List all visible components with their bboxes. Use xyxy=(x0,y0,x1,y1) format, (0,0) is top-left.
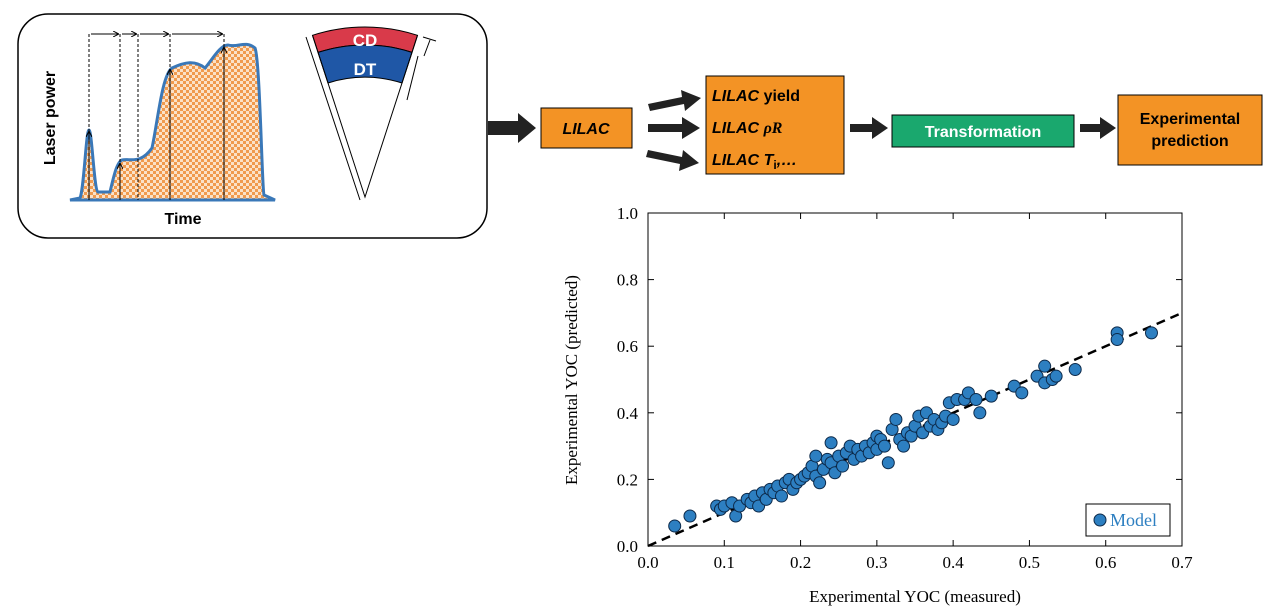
pulse-ylabel: Laser power xyxy=(42,71,59,165)
x-tick-label: 0.0 xyxy=(637,553,658,572)
model-label: LILAC xyxy=(562,121,610,138)
output-item: LILAC yield xyxy=(712,88,800,105)
wedge-dimensions xyxy=(305,36,437,201)
x-tick-label: 0.6 xyxy=(1095,553,1116,572)
point xyxy=(809,449,823,463)
y-tick-label: 0.2 xyxy=(617,470,638,489)
wedge-outline xyxy=(312,35,418,199)
point xyxy=(1144,326,1158,340)
legend-label: Model xyxy=(1110,510,1157,530)
point xyxy=(813,476,827,490)
output-model: LILAC xyxy=(712,120,760,137)
point xyxy=(824,436,838,450)
point xyxy=(889,412,903,426)
output-suffix: ,… xyxy=(776,152,797,169)
point xyxy=(1038,359,1052,373)
point xyxy=(969,392,983,406)
output-quantity: T xyxy=(764,152,775,169)
result-label: Experimental xyxy=(1140,111,1240,128)
output-item: LILAC Ti,… xyxy=(712,152,797,172)
y-tick-label: 0.8 xyxy=(617,271,638,290)
model-box xyxy=(540,107,633,149)
y-tick-label: 0.6 xyxy=(617,337,638,356)
outputs-box xyxy=(705,75,845,175)
point xyxy=(877,439,891,453)
point xyxy=(1049,369,1063,383)
plot-frame xyxy=(647,212,1183,547)
transformation-box xyxy=(891,114,1075,148)
point xyxy=(881,456,895,470)
pulse-arrows xyxy=(89,34,224,200)
point xyxy=(668,519,682,533)
cd-label: CD xyxy=(353,31,378,50)
x-tick-label: 0.7 xyxy=(1171,553,1193,572)
output-quantity: ρR xyxy=(763,120,783,137)
y-tick-label: 0.4 xyxy=(617,404,639,423)
result-box xyxy=(1117,94,1263,166)
y-tick-label: 1.0 xyxy=(617,204,638,223)
transformation-label: Transformation xyxy=(925,124,1041,141)
output-item: LILAC ρR xyxy=(712,120,783,137)
output-model: LILAC xyxy=(712,152,760,169)
point xyxy=(1068,363,1082,377)
output-subscript: i xyxy=(773,158,776,172)
point xyxy=(775,489,788,503)
point xyxy=(683,509,697,523)
output-model: LILAC xyxy=(712,88,760,105)
x-tick-label: 0.4 xyxy=(943,553,965,572)
point xyxy=(897,439,911,453)
x-tick-label: 0.2 xyxy=(790,553,811,572)
x-axis-label: Experimental YOC (measured) xyxy=(809,587,1021,606)
result-label: prediction xyxy=(1151,133,1228,150)
point xyxy=(1110,333,1124,347)
y-tick-label: 0.0 xyxy=(617,537,638,556)
x-tick-label: 0.3 xyxy=(866,553,887,572)
dt-label: DT xyxy=(354,60,377,79)
point xyxy=(836,459,850,473)
point xyxy=(984,389,998,403)
legend-marker xyxy=(1093,513,1107,527)
x-tick-label: 0.5 xyxy=(1019,553,1040,572)
point xyxy=(946,412,960,426)
point xyxy=(973,406,987,420)
output-quantity: yield xyxy=(764,88,800,105)
flow-arrows xyxy=(488,90,1116,171)
pulse-xlabel: Time xyxy=(164,211,201,228)
y-axis-label: Experimental YOC (predicted) xyxy=(562,275,581,485)
x-tick-label: 0.1 xyxy=(714,553,735,572)
point xyxy=(1015,386,1029,400)
